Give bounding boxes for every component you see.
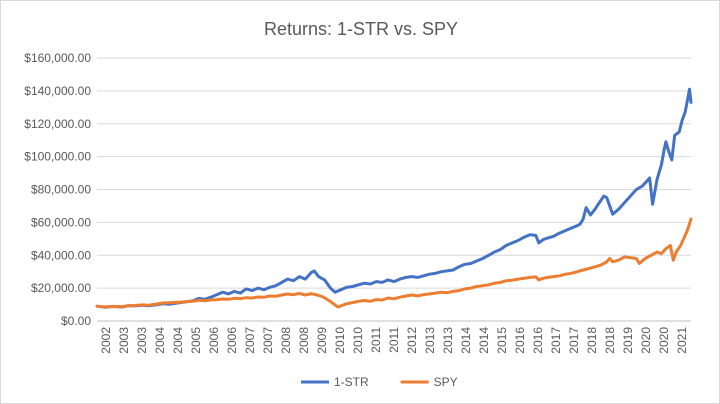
x-tick-label: 2014 [459,327,473,354]
x-tick-label: 2021 [675,327,689,354]
x-tick-label: 2010 [351,327,365,354]
x-tick-label: 2018 [585,327,599,354]
legend: 1-STR SPY [301,375,458,389]
y-tick-label: $40,000.00 [31,248,91,262]
x-tick-label: 2004 [153,327,167,354]
x-tick-label: 2003 [135,327,149,354]
y-tick-label: $160,000.00 [24,51,91,65]
x-tick-label: 2017 [549,327,563,354]
x-tick-label: 2008 [279,327,293,354]
x-tick-label: 2008 [297,327,311,354]
y-tick-label: $120,000.00 [24,117,91,131]
x-tick-label: 2020 [657,327,671,354]
y-tick-label: $140,000.00 [24,84,91,98]
chart-title: Returns: 1-STR vs. SPY [264,19,458,39]
y-tick-label: $60,000.00 [31,215,91,229]
x-tick-label: 2003 [117,327,131,354]
x-tick-label: 2006 [207,327,221,354]
y-tick-label: $100,000.00 [24,150,91,164]
x-tick-label: 2009 [315,327,329,354]
x-tick-label: 2016 [531,327,545,354]
y-tick-label: $0.00 [61,314,91,328]
y-axis-ticks: $0.00 $20,000.00 $40,000.00 $60,000.00 $80,0… [24,51,91,328]
x-tick-label: 2013 [423,327,437,354]
series-line-spy [95,217,693,309]
x-tick-label: 2010 [333,327,347,354]
y-tick-label: $80,000.00 [31,183,91,197]
x-tick-label: 2002 [99,327,113,354]
x-tick-label: 2014 [477,327,491,354]
series-layer [95,87,693,309]
legend-label: 1-STR [334,375,369,389]
x-tick-label: 2004 [171,327,185,354]
x-tick-label: 2007 [243,327,257,354]
x-tick-label: 2005 [189,327,203,354]
x-tick-label: 2013 [441,327,455,354]
series-line-1-str [95,87,693,309]
y-tick-label: $20,000.00 [31,281,91,295]
legend-label: SPY [434,375,458,389]
x-tick-label: 2011 [387,327,401,353]
grid-layer [97,57,691,322]
x-axis-ticks: 2002 2003 2003 2004 2004 2005 2006 2006 2007 2007… [99,327,689,354]
x-tick-label: 2020 [639,327,653,354]
x-tick-label: 2018 [603,327,617,354]
x-tick-label: 2017 [567,327,581,354]
x-tick-label: 2019 [621,327,635,354]
x-tick-label: 2006 [225,327,239,354]
x-tick-label: 2011 [369,327,383,353]
x-tick-label: 2015 [495,327,509,354]
x-tick-label: 2012 [405,327,419,354]
x-tick-label: 2016 [513,327,527,354]
x-tick-label: 2007 [261,327,275,354]
